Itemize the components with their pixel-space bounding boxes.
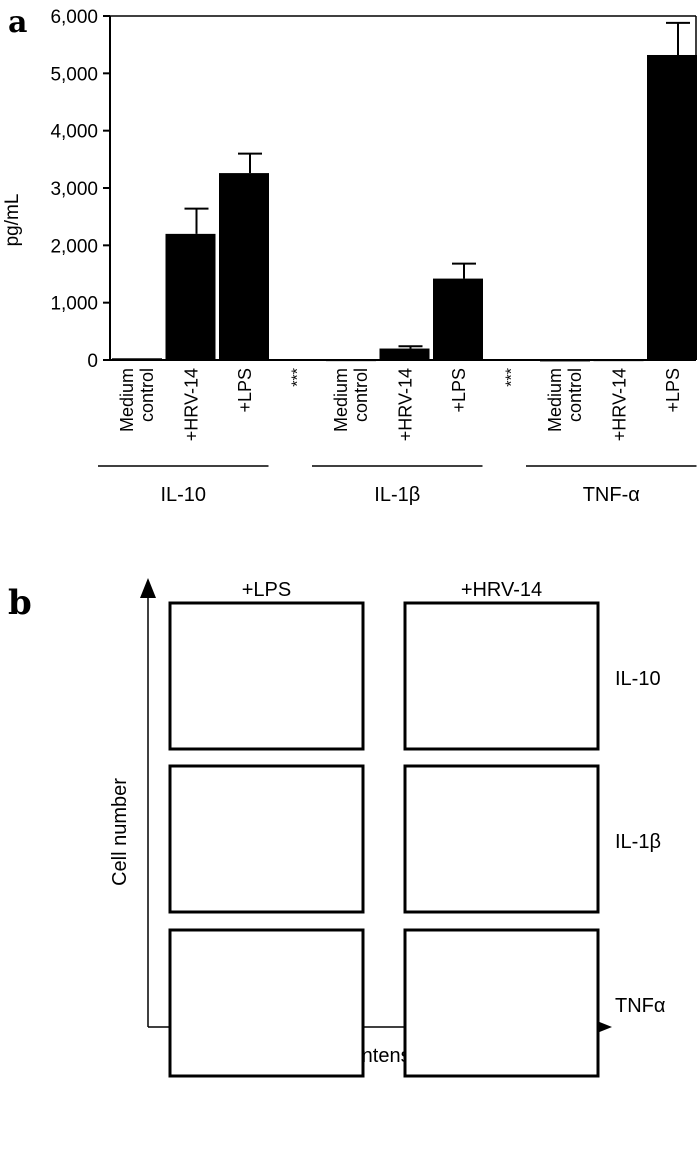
x-tick-label: Mediumcontrol	[117, 368, 157, 432]
bar	[593, 359, 644, 362]
histogram-frame	[403, 601, 600, 751]
bar	[379, 348, 430, 360]
y-axis-label: pg/mL	[2, 194, 23, 247]
cell-number-label: Cell number	[109, 778, 131, 886]
histogram-grid: Cell number Fluorescence intensity (log …	[109, 578, 665, 1078]
bar	[647, 54, 697, 361]
group-labels: IL-10 IL-1β TNF-α	[98, 465, 697, 506]
y-tick-label: 1,000	[50, 294, 98, 315]
row-label: IL-1β	[615, 831, 661, 853]
y-tick-label: 5,000	[50, 64, 98, 85]
row-label: TNFα	[615, 995, 665, 1017]
row-label: IL-10	[615, 668, 661, 690]
bar-chart: pg/mL 0 1,000 2,000 3,000 4,000 5,000 6,000 Me…	[2, 7, 697, 506]
column-label: +LPS	[242, 579, 291, 601]
group-label: IL-10	[160, 484, 206, 506]
group-label: IL-1β	[374, 484, 420, 506]
separator-label: ***	[290, 368, 307, 387]
x-tick-label: Mediumcontrol	[545, 368, 585, 432]
histogram-cells	[168, 601, 600, 1078]
row-labels: IL-10 IL-1β TNFα	[615, 668, 665, 1017]
histogram-cell	[403, 601, 600, 751]
bar	[165, 233, 216, 360]
column-label: +HRV-14	[461, 579, 542, 601]
x-tick-label: Mediumcontrol	[331, 368, 371, 432]
histogram-frame	[168, 928, 365, 1078]
y-tick-label: 4,000	[50, 122, 98, 143]
bars	[112, 21, 697, 362]
histogram-frame	[403, 764, 600, 914]
histogram-frame	[168, 601, 365, 751]
x-tick-label: +LPS	[663, 368, 683, 413]
y-tick-label: 3,000	[50, 179, 98, 200]
x-tick-label: +HRV-14	[182, 368, 202, 441]
x-tick-label: +HRV-14	[396, 368, 416, 441]
histogram-cell	[168, 764, 365, 914]
histogram-cell	[168, 601, 365, 751]
y-tick-label: 0	[87, 351, 98, 372]
bar	[219, 173, 269, 360]
x-tick-labels: Mediumcontrol +HRV-14 +LPS *** Mediumcontrol…	[117, 368, 683, 441]
y-tick-label: 6,000	[50, 7, 98, 28]
histogram-cell	[168, 928, 365, 1078]
histogram-frame	[403, 928, 600, 1078]
bar	[112, 358, 162, 361]
bar	[540, 359, 590, 362]
group-label: TNF-α	[583, 484, 640, 506]
bar	[326, 359, 376, 362]
histogram-cell	[403, 928, 600, 1078]
x-tick-label: +LPS	[449, 368, 469, 413]
bar	[433, 278, 483, 360]
y-tick-label: 2,000	[50, 236, 98, 257]
x-tick-label: +HRV-14	[610, 368, 630, 441]
column-labels: +LPS +HRV-14	[242, 579, 542, 601]
x-tick-label: +LPS	[235, 368, 255, 413]
y-ticks: 0 1,000 2,000 3,000 4,000 5,000 6,000	[50, 7, 110, 372]
histogram-cell	[403, 764, 600, 914]
panel-a-label: a	[8, 5, 27, 40]
histogram-frame	[168, 764, 365, 914]
panel-b-label: b	[8, 583, 32, 623]
separator-label: ***	[504, 368, 521, 387]
y-arrow-icon	[140, 578, 156, 598]
